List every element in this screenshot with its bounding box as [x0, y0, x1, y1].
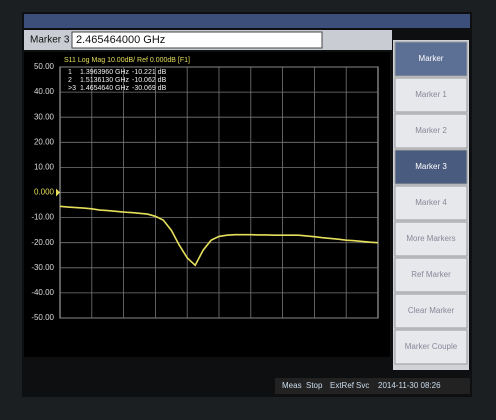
- marker-readout: -10.062 dB: [132, 77, 167, 84]
- y-tick-label: -40.00: [31, 288, 54, 297]
- status-bar: [275, 378, 470, 394]
- marker-readout: -30.069 dB: [132, 85, 167, 92]
- marker-readout: 1.5136130 GHz: [80, 77, 130, 84]
- y-tick-label: -30.00: [31, 263, 54, 272]
- marker-readout: -10.221 dB: [132, 69, 167, 76]
- softkey-label[interactable]: Clear Marker: [408, 306, 455, 315]
- plot-area: [24, 52, 390, 357]
- marker-readout: 1.3963960 GHz: [80, 69, 130, 76]
- softkey-label[interactable]: Marker: [419, 54, 444, 63]
- status-item: Svc: [356, 381, 369, 390]
- page: Marker 3 2.465464000 GHz S11 Log Mag 10.…: [0, 0, 496, 420]
- y-tick-label: 50.00: [34, 62, 55, 71]
- y-tick-label: 40.00: [34, 87, 55, 96]
- softkey-label[interactable]: Marker 4: [415, 198, 447, 207]
- y-tick-label: -10.00: [31, 213, 54, 222]
- softkey-label[interactable]: Marker Couple: [405, 342, 458, 351]
- y-tick-label: 10.00: [34, 163, 55, 172]
- status-item: 2014-11-30 08:26: [378, 381, 441, 390]
- softkey-label[interactable]: Ref Marker: [411, 270, 451, 279]
- entry-label: Marker 3: [30, 35, 70, 46]
- screen-photo: Marker 3 2.465464000 GHz S11 Log Mag 10.…: [0, 0, 496, 420]
- status-item: Stop: [306, 381, 323, 390]
- title-bar: [24, 14, 470, 28]
- entry-value[interactable]: 2.465464000 GHz: [76, 34, 165, 46]
- softkey-label[interactable]: Marker 1: [415, 90, 447, 99]
- marker-readout: 1: [68, 69, 72, 76]
- y-tick-label: 0.000: [34, 188, 55, 197]
- softkey-label[interactable]: Marker 2: [415, 126, 447, 135]
- y-tick-label: -50.00: [31, 313, 54, 322]
- status-item: Meas: [282, 381, 302, 390]
- status-item: ExtRef: [330, 381, 355, 390]
- softkey-label[interactable]: Marker 3: [415, 162, 447, 171]
- y-tick-label: -20.00: [31, 238, 54, 247]
- softkey-label[interactable]: More Markers: [406, 234, 455, 243]
- marker-readout: >3: [68, 85, 76, 92]
- marker-readout: 1.4654640 GHz: [80, 85, 130, 92]
- marker-readout: 2: [68, 77, 72, 84]
- y-tick-label: 30.00: [34, 112, 55, 121]
- trace-label: S11 Log Mag 10.00dB/ Ref 0.000dB [F1]: [64, 57, 190, 64]
- y-tick-label: 20.00: [34, 137, 55, 146]
